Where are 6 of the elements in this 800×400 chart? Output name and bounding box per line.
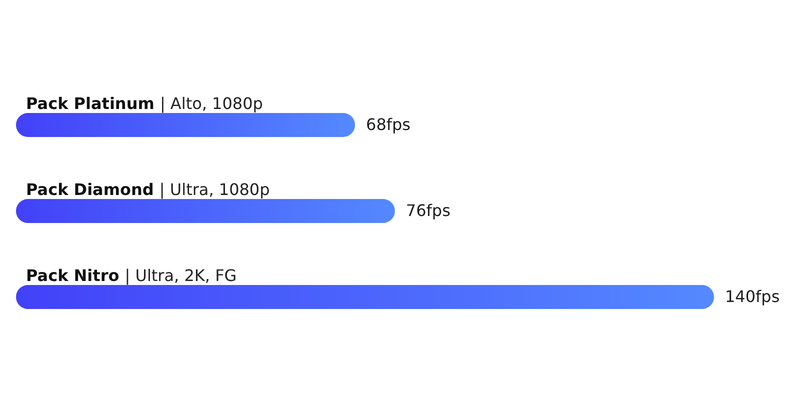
data-label: 140fps: [725, 287, 780, 306]
data-label: 68fps: [366, 115, 411, 134]
y-tick-label: Pack Platinum | Alto, 1080p: [26, 94, 263, 113]
y-tick-label: Pack Nitro | Ultra, 2K, FG: [26, 266, 237, 285]
y-tick-label: Pack Diamond | Ultra, 1080p: [26, 180, 270, 199]
data-label: 76fps: [406, 201, 450, 220]
